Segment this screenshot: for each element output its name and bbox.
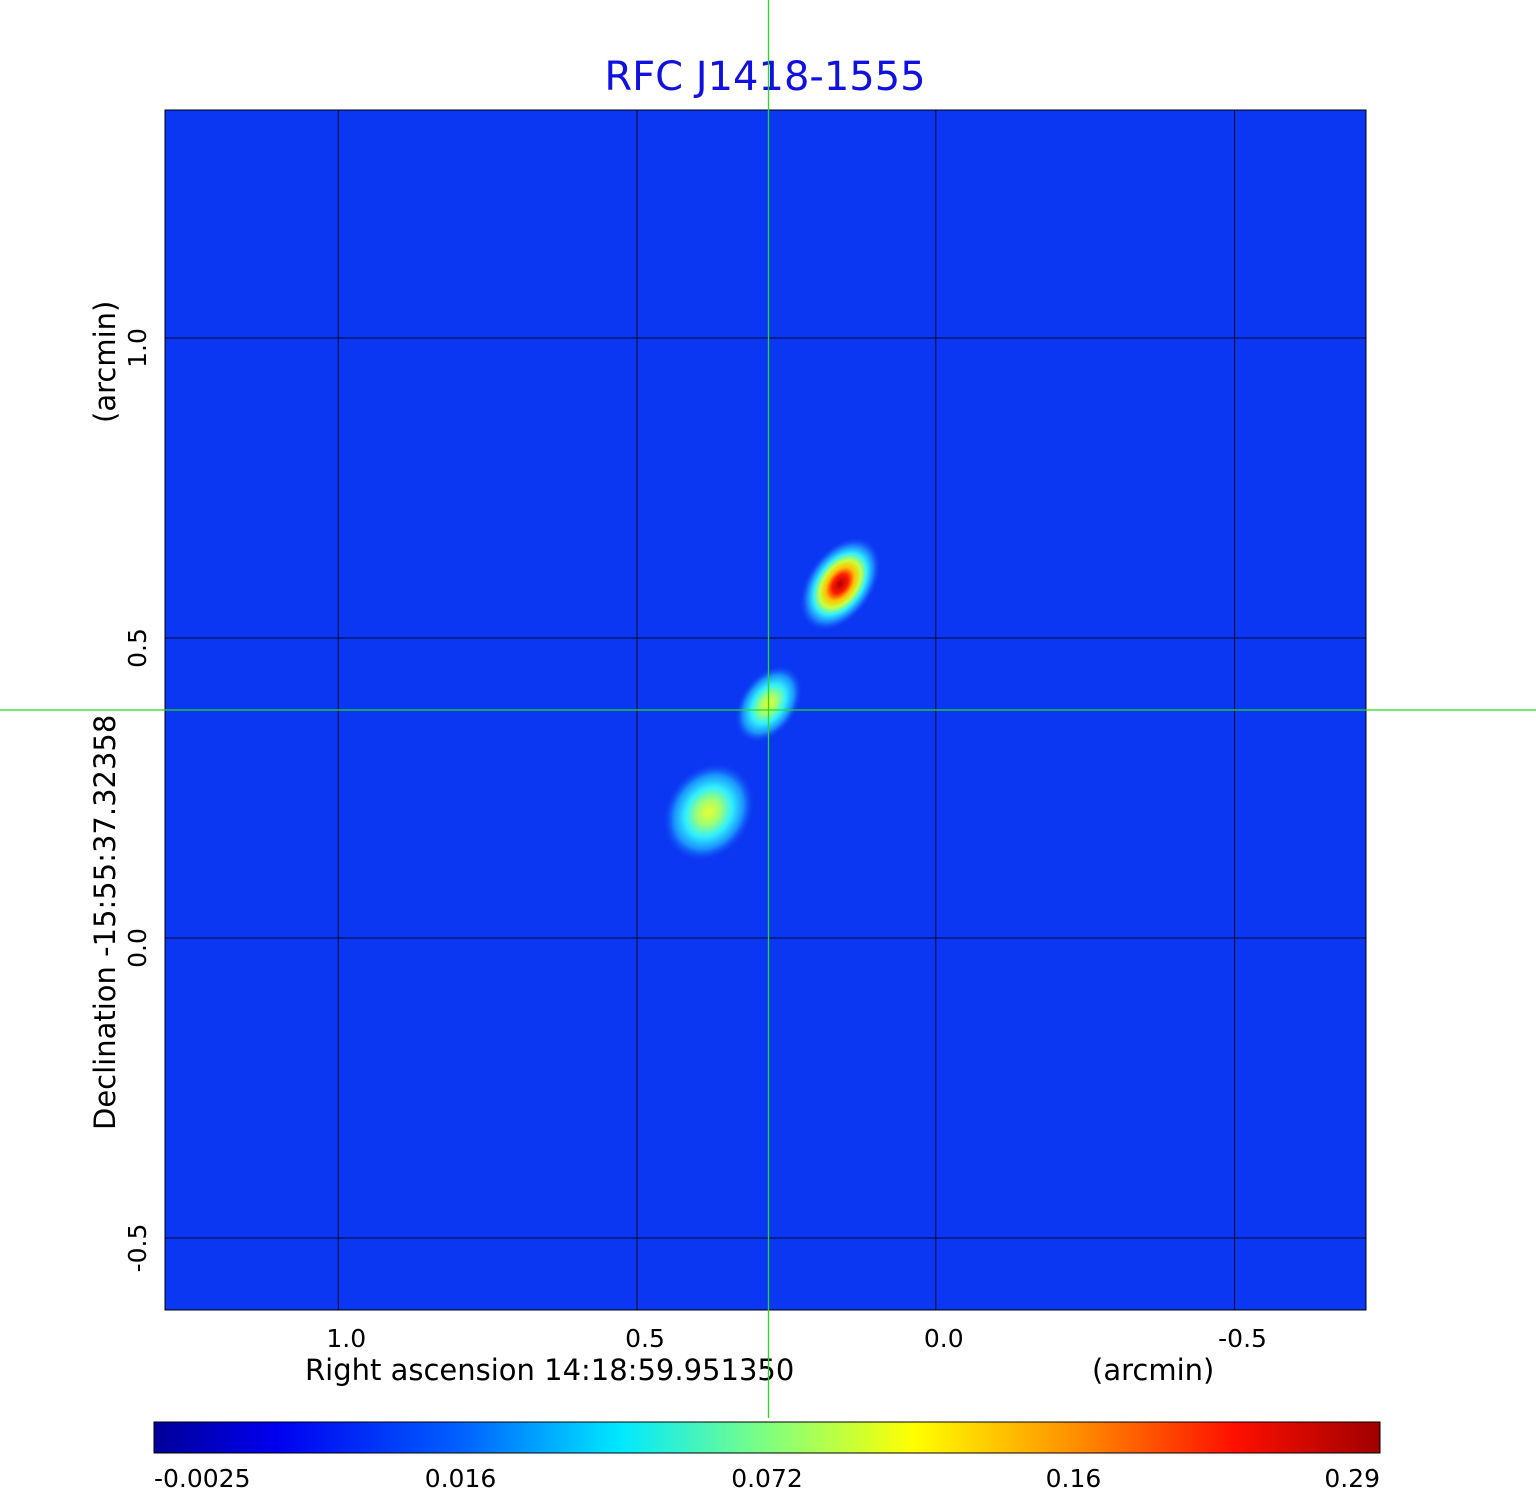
x-tick-label: 0.5	[625, 1324, 665, 1353]
colorbar-tick-label: 0.016	[425, 1464, 497, 1493]
y-tick-label: 0.0	[123, 928, 152, 968]
colorbar-tick-label: 0.16	[1046, 1464, 1102, 1493]
x-tick-label: -0.5	[1218, 1324, 1267, 1353]
y-tick-labels: 1.0 0.5 0.0 -0.5	[123, 328, 152, 1272]
y-axis-label: Declination -15:55:37.32358	[88, 715, 122, 1130]
y-tick-label: -0.5	[123, 1224, 152, 1273]
chart-title: RFC J1418-1555	[604, 54, 925, 100]
colorbar-tick-labels: -0.0025 0.016 0.072 0.16 0.29	[154, 1464, 1380, 1493]
colorbar-tick-label: -0.0025	[154, 1464, 251, 1493]
x-axis-unit: (arcmin)	[1092, 1353, 1214, 1387]
emission-components	[662, 536, 882, 862]
colorbar-tick-label: 0.29	[1324, 1464, 1380, 1493]
colorbar-tick-label: 0.072	[731, 1464, 803, 1493]
colorbar-gradient	[153, 1421, 1381, 1454]
emission-component	[662, 762, 756, 862]
y-axis-unit: (arcmin)	[88, 301, 122, 423]
y-tick-label: 0.5	[123, 628, 152, 668]
x-tick-labels: 1.0 0.5 0.0 -0.5	[326, 1324, 1267, 1353]
colorbar: -0.0025 0.016 0.072 0.16 0.29	[153, 1421, 1381, 1493]
emission-component	[799, 536, 882, 632]
y-tick-label: 1.0	[123, 328, 152, 368]
x-axis-label: Right ascension 14:18:59.951350	[305, 1353, 794, 1387]
crosshair	[0, 0, 1536, 1418]
x-tick-label: 1.0	[326, 1324, 366, 1353]
x-tick-label: 0.0	[924, 1324, 964, 1353]
